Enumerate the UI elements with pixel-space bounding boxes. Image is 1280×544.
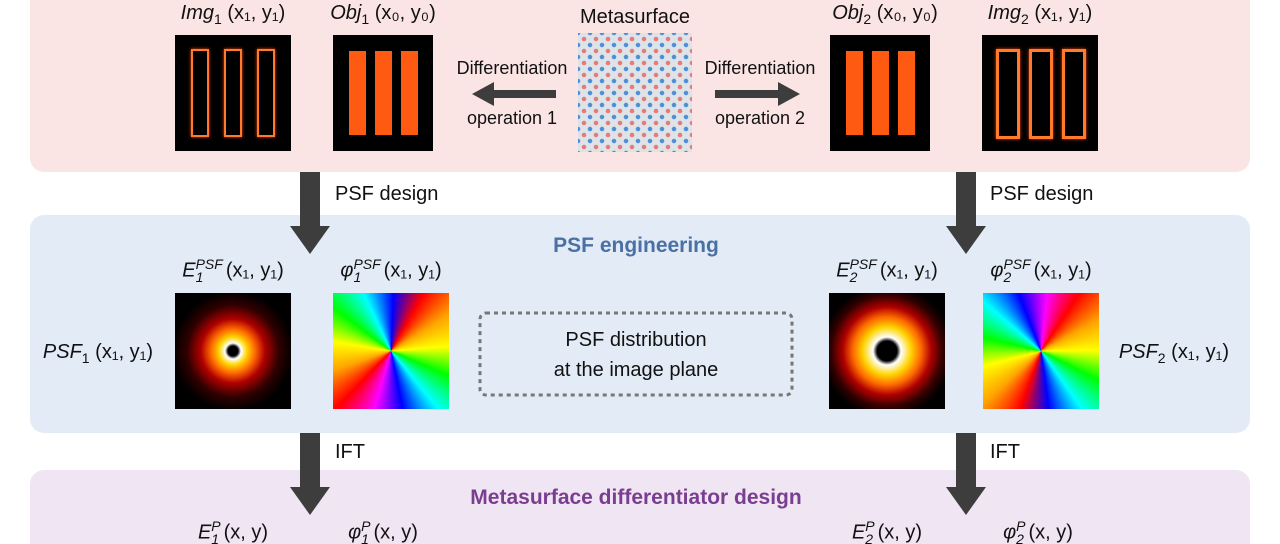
label-sub: 2 bbox=[863, 11, 872, 27]
sub-sup: PSF 2 bbox=[1003, 256, 1031, 286]
label-sup: P bbox=[865, 518, 875, 534]
sub-sup: PSF 1 bbox=[195, 256, 223, 286]
metasurface-label: Metasurface bbox=[579, 6, 691, 28]
label-args: (x₁, y₁) bbox=[95, 341, 154, 363]
arrow-label: PSF design bbox=[990, 183, 1094, 205]
psf-intensity-2 bbox=[829, 293, 945, 409]
math-label: E P 2 (x, y) bbox=[851, 518, 923, 544]
label-sup: P bbox=[361, 518, 371, 534]
label-name: φ bbox=[1003, 521, 1017, 544]
psf-phase-2 bbox=[983, 293, 1099, 409]
label-sub: 1 bbox=[211, 531, 220, 544]
box-text: at the image plane bbox=[553, 359, 719, 381]
label-sub: 1 bbox=[361, 531, 369, 544]
math-label: φ P 2 (x, y) bbox=[1003, 518, 1073, 544]
sub-sup: PSF 2 bbox=[849, 256, 877, 286]
math-label: Obj2 (x₀, y₀) bbox=[832, 2, 938, 27]
object-1 bbox=[333, 35, 433, 151]
box-text: PSF distribution bbox=[565, 329, 707, 351]
math-label: PSF1 (x₁, y₁) bbox=[43, 341, 153, 366]
label-args: (x₁, y₁) bbox=[1033, 259, 1092, 282]
label-sup: PSF bbox=[353, 256, 381, 272]
label-args: (x₀, y₀) bbox=[876, 2, 938, 24]
math-label: PSF2 (x₁, y₁) bbox=[1119, 341, 1229, 366]
bottom-panel bbox=[30, 470, 1250, 544]
label-sup: PSF bbox=[849, 256, 877, 272]
label-args: (x₁, y₁) bbox=[1171, 341, 1230, 363]
label-args: (x₁, y₁) bbox=[879, 259, 938, 282]
label-sub: 1 bbox=[361, 11, 370, 27]
label-name: E bbox=[836, 259, 850, 282]
label-args: (x₁, y₁) bbox=[227, 2, 286, 24]
math-label: Img1 (x₁, y₁) bbox=[181, 2, 286, 27]
operation-label: Differentiation bbox=[456, 58, 568, 78]
label-name: E bbox=[182, 259, 196, 282]
label-name: E bbox=[851, 521, 866, 544]
operation-label: Differentiation bbox=[704, 58, 816, 78]
label-sub: 2 bbox=[1157, 350, 1166, 366]
label-args: (x, y) bbox=[223, 521, 269, 544]
label-args: (x₁, y₁) bbox=[1034, 2, 1093, 24]
math-label: Img2 (x₁, y₁) bbox=[988, 2, 1093, 27]
math-label: Obj1 (x₀, y₀) bbox=[330, 2, 436, 27]
label-args: (x₁, y₁) bbox=[225, 259, 284, 282]
label-sup: PSF bbox=[195, 256, 223, 272]
label-sub: 2 bbox=[849, 269, 858, 286]
label-name: φ bbox=[340, 259, 354, 282]
label-name: Img bbox=[180, 2, 215, 24]
label-args: (x₁, y₁) bbox=[383, 259, 442, 282]
label-name: E bbox=[197, 521, 212, 544]
math-label: φ PSF 1 (x₁, y₁) bbox=[340, 256, 442, 286]
arrow-label: IFT bbox=[335, 441, 365, 463]
label-sup: P bbox=[1016, 518, 1026, 534]
object-2 bbox=[830, 35, 930, 151]
psf-intensity-1 bbox=[175, 293, 291, 409]
label-name: PSF bbox=[1118, 341, 1158, 363]
image-1 bbox=[175, 35, 291, 151]
label-sub: 1 bbox=[214, 11, 222, 27]
sub-sup: PSF 1 bbox=[353, 256, 381, 286]
math-label: φ P 1 (x, y) bbox=[348, 518, 418, 544]
metasurface-image bbox=[578, 33, 692, 152]
label-args: (x, y) bbox=[1028, 521, 1073, 544]
label-sub: 2 bbox=[865, 531, 874, 544]
psf-phase-1 bbox=[333, 293, 449, 409]
operation-label: operation 2 bbox=[714, 108, 806, 128]
label-args: (x, y) bbox=[373, 521, 418, 544]
label-sub: 2 bbox=[1003, 269, 1012, 286]
label-name: PSF bbox=[42, 341, 82, 363]
label-sub: 1 bbox=[195, 269, 204, 286]
math-label: E P 1 (x, y) bbox=[197, 518, 269, 544]
label-name: φ bbox=[348, 521, 362, 544]
label-sub: 2 bbox=[1016, 531, 1024, 544]
label-name: Obj bbox=[330, 2, 362, 24]
label-args: (x₀, y₀) bbox=[374, 2, 436, 24]
label-args: (x, y) bbox=[877, 521, 923, 544]
label-name: φ bbox=[990, 259, 1004, 282]
panel-title: Metasurface differentiator design bbox=[470, 486, 802, 509]
operation-label: operation 1 bbox=[466, 108, 558, 128]
math-label: E PSF 2 (x₁, y₁) bbox=[836, 256, 938, 286]
label-name: Img bbox=[987, 2, 1022, 24]
math-label: E PSF 1 (x₁, y₁) bbox=[182, 256, 284, 286]
math-label: φ PSF 2 (x₁, y₁) bbox=[990, 256, 1092, 286]
panel-title: PSF engineering bbox=[553, 234, 719, 257]
label-sub: 1 bbox=[81, 350, 90, 366]
label-sup: PSF bbox=[1003, 256, 1031, 272]
label-name: Obj bbox=[832, 2, 864, 24]
arrow-label: IFT bbox=[990, 441, 1020, 463]
label-sub: 2 bbox=[1021, 11, 1029, 27]
label-sup: P bbox=[211, 518, 221, 534]
label-sub: 1 bbox=[353, 269, 362, 286]
image-2 bbox=[982, 35, 1098, 151]
arrow-label: PSF design bbox=[335, 183, 439, 205]
